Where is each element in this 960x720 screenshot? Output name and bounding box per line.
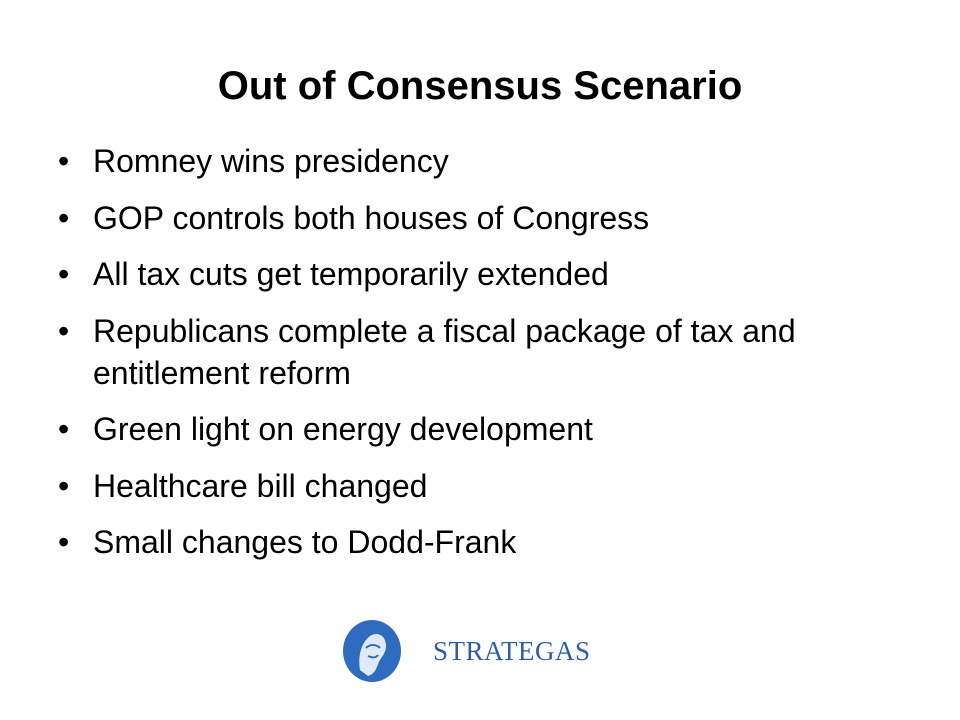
logo-text: STRATEGAS xyxy=(433,636,591,666)
bullet-text: Green light on energy development xyxy=(93,411,593,447)
bullet-text: Healthcare bill changed xyxy=(93,467,428,504)
bullet-text: Small changes to Dodd-Frank xyxy=(93,524,517,560)
bullet-item: • GOP controls both houses of Congress xyxy=(58,197,888,239)
bullet-item: • Small changes to Dodd-Frank xyxy=(58,521,888,563)
bullet-dot: • xyxy=(58,143,70,179)
logo-emblem xyxy=(343,620,401,682)
bullet-text: Romney wins presidency xyxy=(93,143,449,179)
bullet-text: GOP controls both houses of Congress xyxy=(93,199,650,236)
bullet-dot: • xyxy=(58,199,70,236)
slide-title: Out of Consensus Scenario xyxy=(217,64,743,108)
bullet-dot: • xyxy=(58,256,70,292)
bullet-item: • Republicans complete a fiscal package o… xyxy=(58,310,888,394)
bullet-dot: • xyxy=(58,524,70,560)
bullet-item: • Green light on energy development xyxy=(58,408,888,450)
bullet-item: • Healthcare bill changed xyxy=(58,465,888,507)
bullet-item: • All tax cuts get temporarily extended xyxy=(58,253,888,295)
bullet-dot: • xyxy=(58,411,70,447)
bullet-dot: • xyxy=(58,467,70,504)
bullet-dot: • xyxy=(58,312,70,349)
bullet-item: • Romney wins presidency xyxy=(58,140,888,182)
bullet-text: Republicans complete a fiscal package of… xyxy=(93,312,796,391)
logo: STRATEGAS xyxy=(340,618,590,684)
bullet-text: All tax cuts get temporarily extended xyxy=(93,256,609,292)
bullet-list: • Romney wins presidency • GOP controls bot… xyxy=(58,140,888,578)
